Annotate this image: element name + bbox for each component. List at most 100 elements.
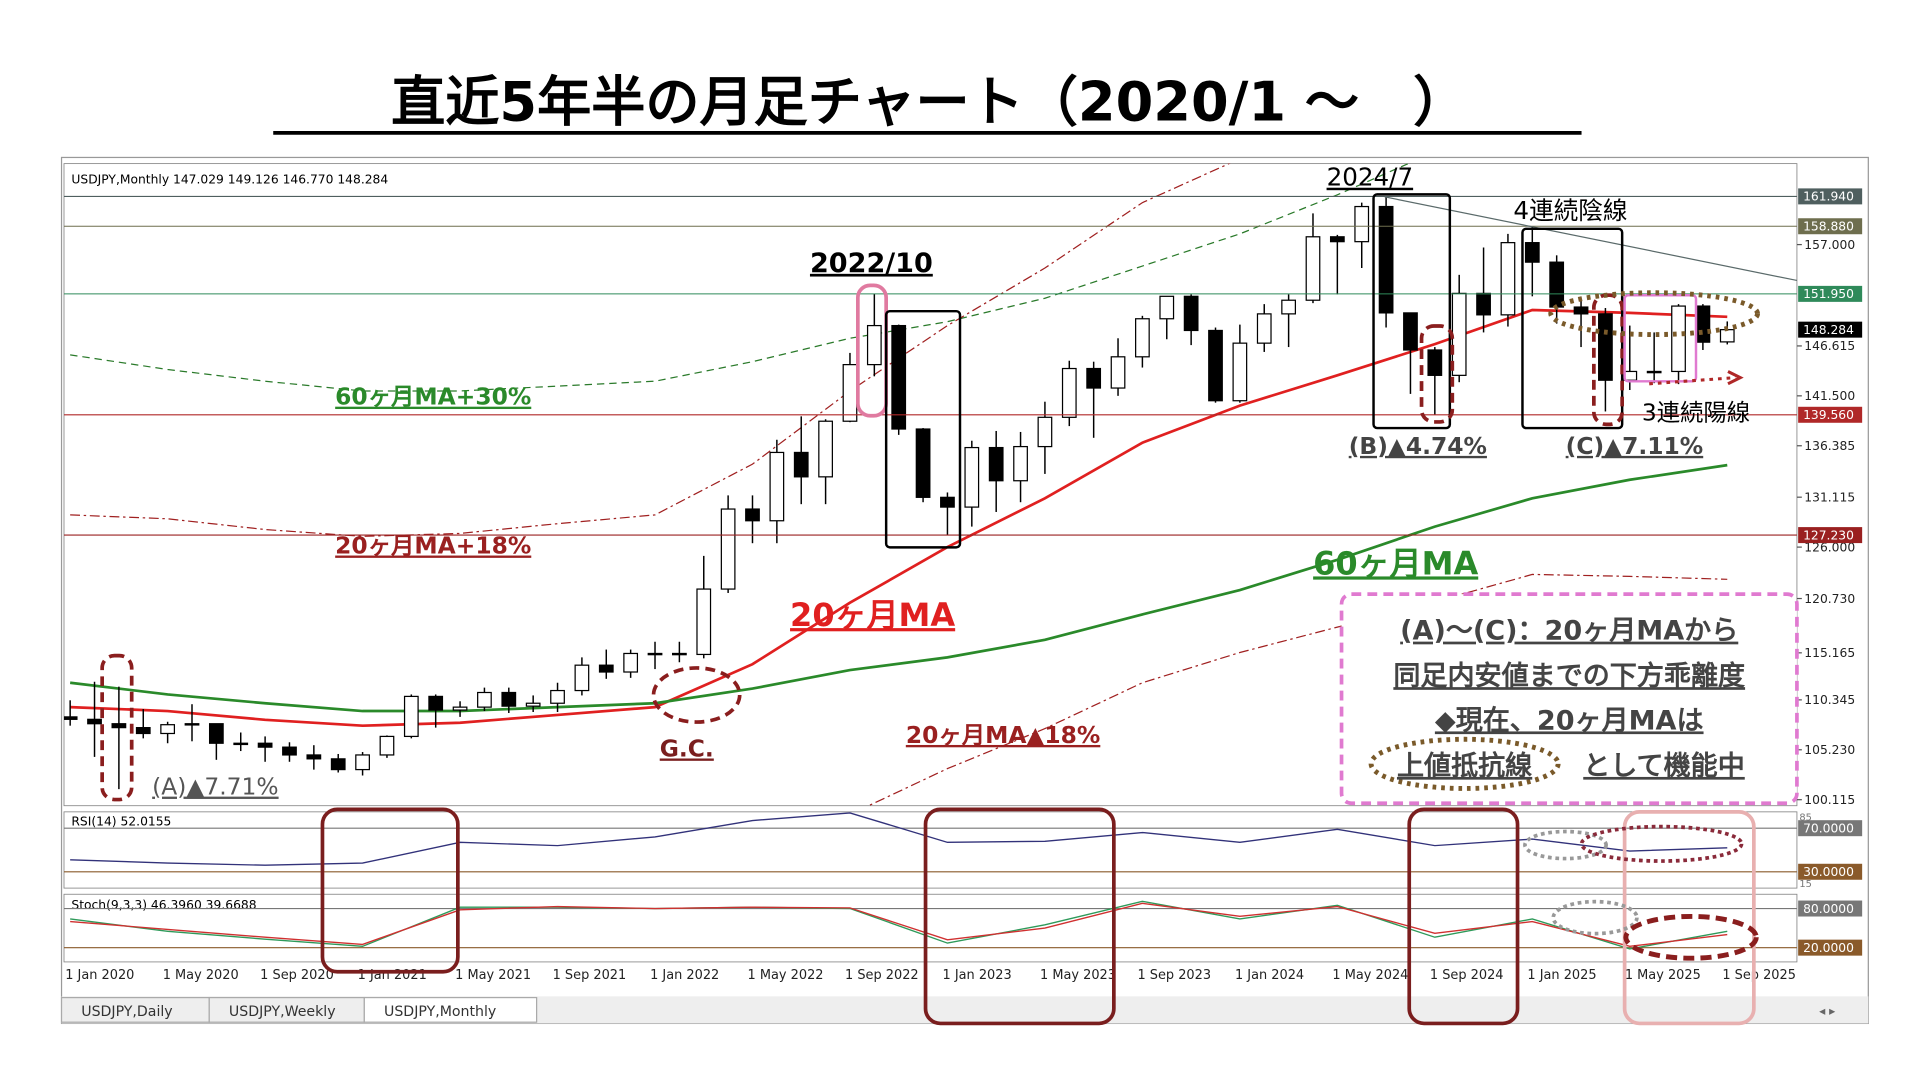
- highlight: [1407, 807, 1520, 1026]
- candle-body: [1208, 329, 1223, 402]
- highlight: [1419, 324, 1455, 424]
- candle-body: [160, 724, 176, 735]
- highlight: [100, 653, 134, 802]
- level-label: 30.0000: [1803, 865, 1854, 879]
- series-label: 20ヶ月MA: [790, 596, 955, 634]
- level-label: 80.0000: [1803, 902, 1854, 916]
- level-tag: [1798, 406, 1863, 423]
- x-tick-label: 1 Jan 2022: [650, 968, 719, 983]
- candle-body: [672, 652, 687, 656]
- candle-body: [550, 689, 565, 704]
- candle-body: [1110, 356, 1126, 389]
- series-label: 20ヶ月MA+18%: [335, 532, 531, 560]
- tab-label[interactable]: USDJPY,Weekly: [229, 1004, 336, 1020]
- candle-body: [111, 723, 127, 729]
- y-tick-label: 141.500: [1804, 389, 1855, 403]
- x-tick-label: 1 Sep 2021: [553, 968, 627, 983]
- x-tick-label: 1 Jan 2023: [943, 968, 1012, 983]
- y-tick-label: 146.615: [1804, 339, 1855, 353]
- level-label: 70.0000: [1803, 821, 1854, 835]
- annotation: 2024/7: [1327, 163, 1414, 192]
- y-tick-label: 157.000: [1804, 238, 1855, 252]
- candle-body: [647, 652, 663, 656]
- stoch-line: [70, 902, 1728, 948]
- candle-body: [1524, 242, 1540, 263]
- candle-body: [208, 723, 224, 744]
- candle-body: [1476, 292, 1491, 316]
- x-tick-label: 1 May 2023: [1040, 968, 1116, 983]
- candle-body: [915, 428, 931, 498]
- candle-body: [306, 754, 322, 760]
- annotation: (A)▲7.71%: [152, 773, 278, 801]
- candle-body: [1037, 416, 1053, 448]
- x-tick-label: 1 May 2022: [748, 968, 824, 983]
- y-tick-label: 126.000: [1804, 540, 1855, 554]
- candle-body: [574, 664, 590, 692]
- x-tick-label: 1 Sep 2020: [260, 968, 334, 983]
- candle-body: [793, 451, 809, 478]
- annotation: (C)▲7.11%: [1566, 432, 1704, 460]
- x-tick-label: 1 Jan 2025: [1527, 968, 1596, 983]
- candle-body: [720, 508, 736, 590]
- highlight: [1592, 293, 1624, 427]
- x-tick-label: 1 May 2021: [455, 968, 531, 983]
- highlight: [1372, 193, 1452, 430]
- tab-label[interactable]: USDJPY,Daily: [81, 1004, 172, 1020]
- scroll-arrows: ◂ ▸: [1819, 1004, 1836, 1018]
- candle-body: [501, 691, 517, 707]
- level-tag: [1798, 218, 1863, 235]
- candle-body: [477, 691, 492, 708]
- arrow: [1649, 376, 1736, 386]
- x-tick-label: 1 Jan 2020: [65, 968, 134, 983]
- annotation: 2022/10: [810, 248, 933, 279]
- y-tick-label: 115.165: [1804, 646, 1855, 660]
- candle-body: [355, 754, 370, 771]
- candle-body: [696, 588, 712, 656]
- candle-body: [1427, 349, 1443, 376]
- y-tick-label: 85: [1799, 812, 1812, 823]
- highlight: [923, 807, 1116, 1026]
- price-panel: [63, 163, 1798, 807]
- y-tick-label: 105.230: [1804, 743, 1855, 757]
- candle-body: [842, 364, 858, 422]
- tab[interactable]: [208, 996, 365, 1023]
- highlight: [1623, 913, 1759, 961]
- highlight: [1623, 293, 1698, 383]
- candle-body: [233, 742, 249, 746]
- highlight: [1521, 227, 1624, 430]
- y-tick-label: 131.115: [1804, 490, 1855, 504]
- candle-body: [1598, 313, 1613, 381]
- candle-body: [1183, 295, 1199, 332]
- candle-body: [1695, 305, 1711, 343]
- note: 上値抵抗線: [1397, 750, 1532, 782]
- tab-label[interactable]: USDJPY,Monthly: [384, 1004, 496, 1020]
- candle-body: [379, 735, 395, 756]
- level-tag: [1798, 321, 1863, 338]
- tab[interactable]: [60, 996, 210, 1023]
- candle-body: [1232, 342, 1248, 402]
- level-label: 161.940: [1803, 190, 1854, 204]
- level-label: 20.0000: [1803, 941, 1854, 955]
- stoch-line: [70, 900, 1728, 950]
- candle-body: [135, 727, 151, 735]
- trend-line: [1384, 196, 1798, 282]
- level-label: 148.284: [1803, 323, 1854, 337]
- tab[interactable]: [363, 996, 538, 1023]
- highlight: [1368, 736, 1561, 791]
- chart-frame: [60, 156, 1869, 1025]
- note: として機能中: [1583, 751, 1745, 782]
- level-label: 139.560: [1803, 408, 1854, 422]
- candle-body: [623, 652, 639, 673]
- candle-body: [745, 508, 760, 522]
- level-tag: [1798, 527, 1863, 544]
- candle-body: [428, 695, 444, 711]
- note: ◆現在、20ヶ月MAは: [1435, 705, 1704, 736]
- level-tag: [1798, 939, 1863, 956]
- y-tick-label: 100.115: [1804, 793, 1855, 807]
- candle-body: [769, 451, 785, 522]
- x-tick-label: 1 Sep 2024: [1430, 968, 1504, 983]
- series-label: 60ヶ月MA+30%: [335, 383, 531, 411]
- highlight: [1622, 810, 1756, 1026]
